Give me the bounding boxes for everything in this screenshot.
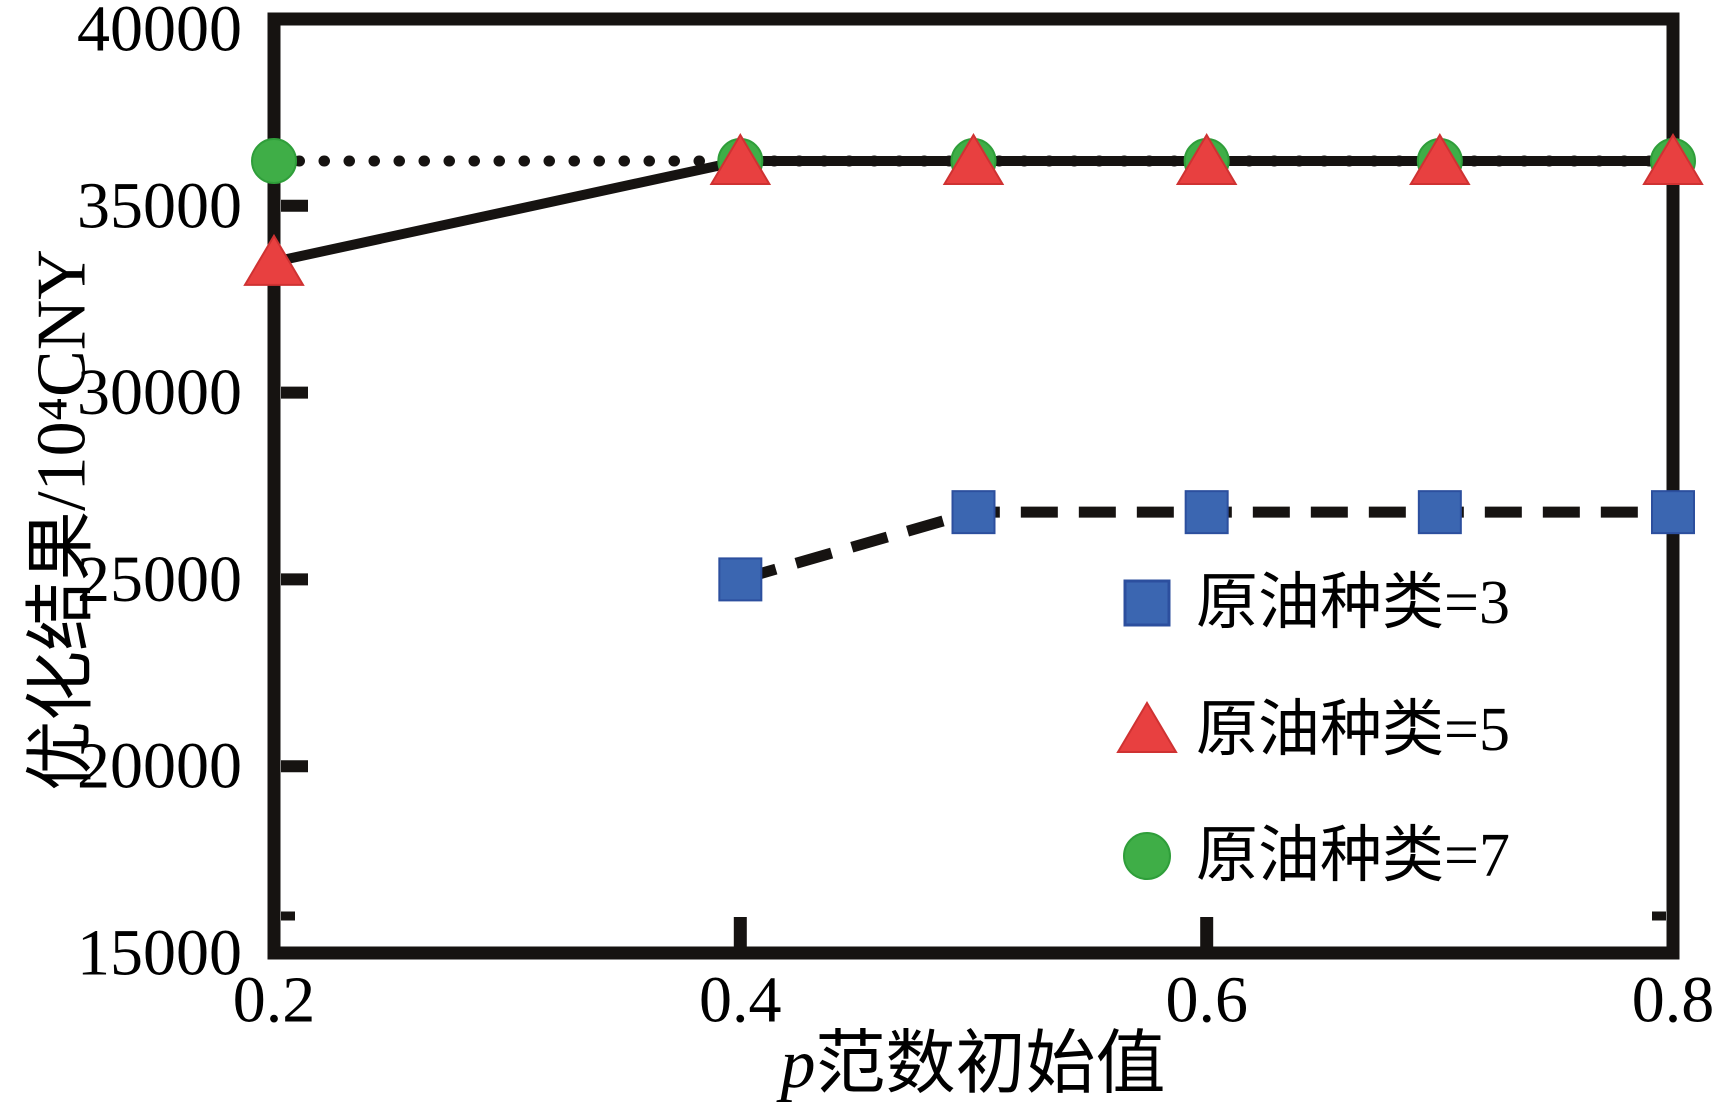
legend-marker-triangle-icon (1116, 701, 1178, 753)
x-tick-label-0.6: 0.6 (1165, 964, 1248, 1037)
series-layer (243, 133, 1704, 602)
y-axis-tick-labels: 40000 35000 30000 25000 20000 15000 (77, 0, 242, 990)
y-tick-label-30000: 30000 (77, 356, 242, 429)
y-axis-title: 优化结果/10⁴CNY (24, 249, 101, 791)
legend-item-crude-7: 原油种类=7 (1123, 822, 1510, 890)
legend-item-crude-5: 原油种类=5 (1116, 696, 1510, 764)
legend-item-crude-3: 原油种类=3 (1123, 569, 1510, 637)
series-line-triangle (272, 155, 1673, 267)
data-marker-circle (251, 137, 297, 184)
data-marker-square (1184, 490, 1229, 535)
legend-label-crude-7: 原油种类=7 (1196, 822, 1510, 890)
legend: 原油种类=3 原油种类=5 原油种类=7 (1116, 569, 1510, 890)
data-marker-triangle (942, 133, 1005, 185)
legend-marker-circle-icon (1123, 832, 1171, 880)
legend-marker-square-icon (1123, 579, 1171, 627)
legend-label-crude-3: 原油种类=3 (1196, 569, 1510, 637)
x-axis-title: p范数初始值 (776, 1026, 1166, 1103)
data-marker-square (718, 557, 763, 602)
y-tick-label-15000: 15000 (77, 917, 242, 990)
x-axis-tick-labels: 0.2 0.4 0.6 0.8 (233, 964, 1715, 1037)
axis-ticks (281, 199, 1666, 947)
data-marker-square (1651, 490, 1695, 535)
y-tick-label-35000: 35000 (77, 169, 242, 242)
y-tick-label-25000: 25000 (77, 543, 242, 616)
data-marker-triangle (1175, 133, 1238, 185)
plot-border (267, 12, 1680, 960)
x-axis-title-text: 范数初始值 (816, 1026, 1166, 1103)
data-marker-triangle (243, 233, 305, 286)
data-marker-triangle (1642, 133, 1704, 185)
data-marker-square (1417, 490, 1462, 535)
x-tick-label-0.8: 0.8 (1632, 964, 1715, 1037)
y-tick-label-20000: 20000 (77, 730, 242, 803)
data-marker-triangle (1409, 133, 1471, 185)
data-marker-square (951, 490, 996, 535)
legend-label-crude-5: 原油种类=5 (1196, 696, 1510, 764)
x-tick-label-0.2: 0.2 (233, 964, 316, 1037)
x-axis-title-variable: p (776, 1026, 816, 1103)
y-tick-label-40000: 40000 (77, 0, 242, 66)
x-tick-label-0.4: 0.4 (699, 964, 782, 1037)
data-marker-triangle (709, 133, 772, 185)
